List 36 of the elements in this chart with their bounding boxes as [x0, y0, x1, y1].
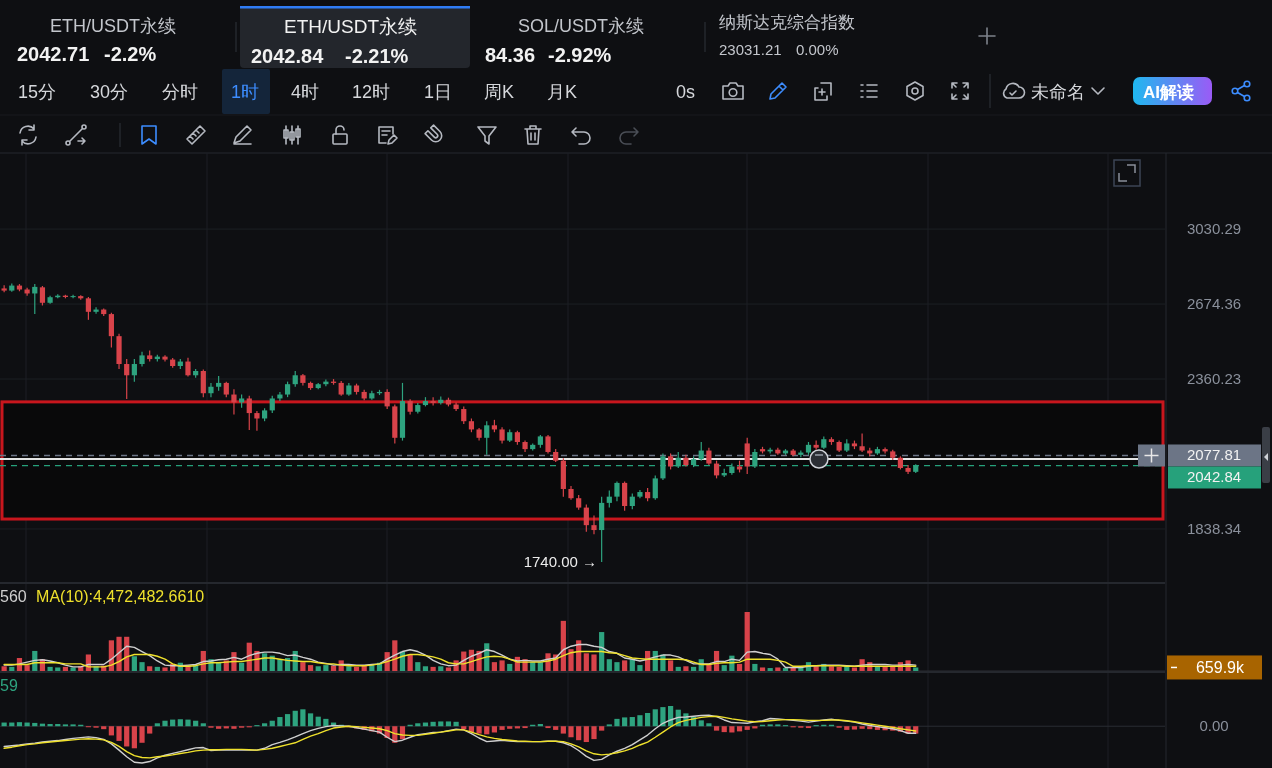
text: 未命名	[1031, 82, 1085, 102]
ref-line-label: 2077.81	[1186, 446, 1242, 464]
text: ETH/USDT永续	[50, 16, 176, 36]
y-tick-label: 2674.36	[1186, 295, 1242, 313]
y-tick-label: 3030.29	[1186, 220, 1242, 238]
text: 2042.84	[251, 45, 325, 67]
text: -2.21%	[345, 45, 409, 67]
text: 15分	[18, 82, 57, 102]
text: ETH/USDT永续	[284, 16, 417, 37]
series-label: 59	[0, 677, 18, 694]
text: 0s	[676, 82, 696, 102]
text: 1时	[231, 82, 260, 102]
text: 560	[0, 588, 27, 605]
ref-line-label: 2042.84	[1186, 468, 1242, 486]
y-tick-label: 2360.23	[1186, 370, 1242, 388]
text: 2042.71	[17, 43, 90, 65]
text: AI解读	[1143, 83, 1194, 102]
text: 周K	[484, 82, 515, 102]
text: SOL/USDT永续	[518, 16, 645, 36]
annotation: 1740.00 →	[523, 552, 598, 570]
text: 4时	[291, 82, 320, 102]
text: 659.9k	[1195, 658, 1246, 676]
text: 23031.21	[719, 41, 782, 58]
text: 12时	[352, 82, 391, 102]
text: -2.2%	[104, 43, 157, 65]
y-tick-label: 1838.34	[1186, 519, 1242, 537]
text: 纳斯达克综合指数	[719, 13, 855, 32]
text: 0.00	[1199, 717, 1229, 735]
text: 分时	[162, 82, 198, 102]
text: 84.36	[485, 44, 536, 66]
text: -2.92%	[548, 44, 612, 66]
text: 0.00%	[796, 41, 839, 58]
text: MA(10):4,472,482.6610	[36, 588, 205, 605]
text: 月K	[547, 82, 578, 102]
text: 1日	[424, 82, 453, 102]
text: 30分	[90, 82, 129, 102]
